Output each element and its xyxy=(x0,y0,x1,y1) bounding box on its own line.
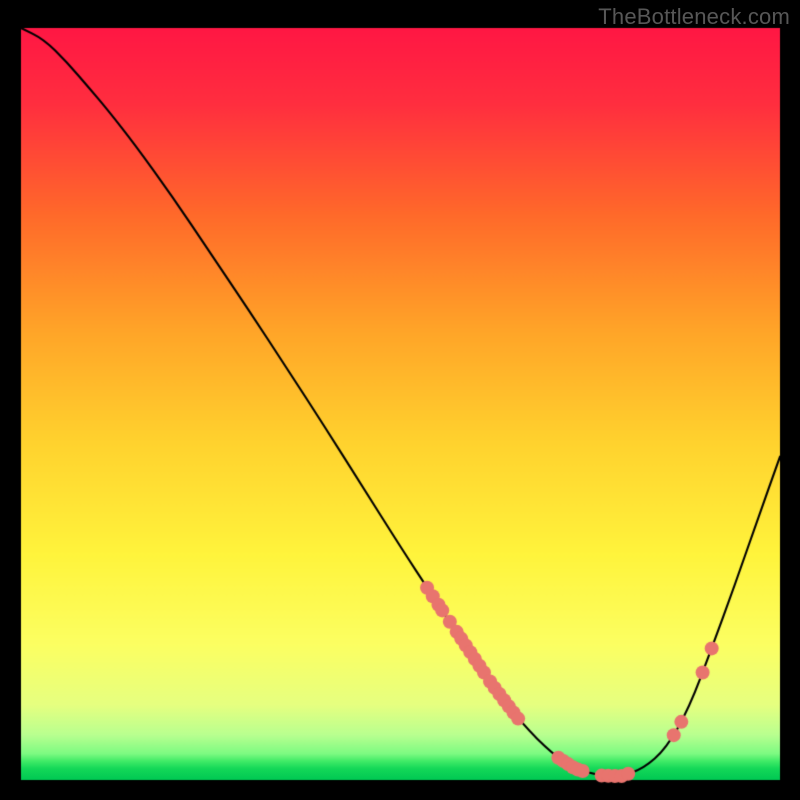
bottleneck-chart xyxy=(0,0,800,800)
watermark-text: TheBottleneck.com xyxy=(598,4,790,30)
chart-container: TheBottleneck.com xyxy=(0,0,800,800)
